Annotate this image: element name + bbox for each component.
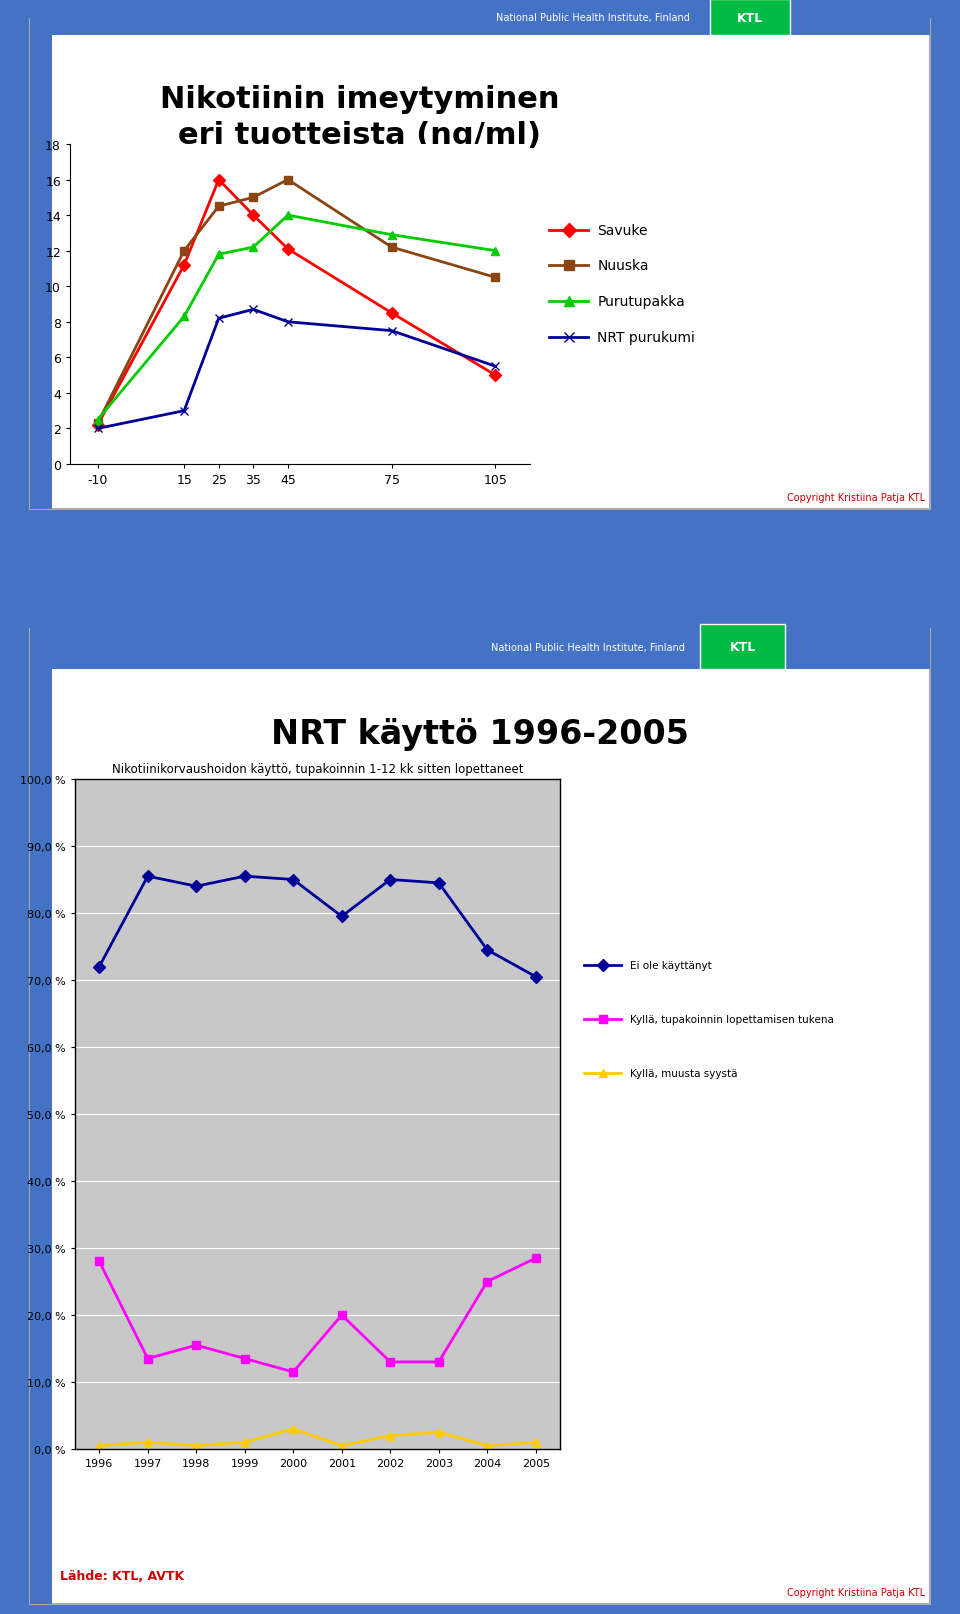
Kyllä, tupakoinnin lopettamisen tukena [239,1349,251,1369]
Text: Lähde: KTL, AVTK: Lähde: KTL, AVTK [60,1569,184,1582]
Bar [700,625,785,670]
NRT purukumi [248,300,259,320]
Text: National Public Health Institute, Finland: National Public Health Institute, Finlan… [492,642,685,652]
Nuuska [179,242,190,261]
Kyllä, muusta syystä [482,1436,493,1456]
Savuke [92,416,104,436]
NRT purukumi [92,420,104,439]
Kyllä, muusta syystä [142,1433,154,1453]
Purutupakka [248,239,259,258]
Line: Purutupakka: Purutupakka [93,211,499,424]
NRT purukumi [179,402,190,421]
Purutupakka [213,245,225,265]
Purutupakka [386,226,397,245]
Savuke [490,366,501,386]
Text: Ei ole käyttänyt: Ei ole käyttänyt [630,960,712,970]
Text: Savuke: Savuke [597,223,648,237]
Kyllä, muusta syystä [385,1427,396,1446]
Text: Copyright Kristiina Patja KTL: Copyright Kristiina Patja KTL [787,492,925,502]
Kyllä, tupakoinnin lopettamisen tukena [433,1353,444,1372]
Bar [30,625,930,670]
Text: National Public Health Institute, Finland: National Public Health Institute, Finlan… [496,13,690,23]
Line: Kyllä, muusta syystä: Kyllä, muusta syystä [95,1425,540,1449]
Text: Copyright Kristiina Patja KTL: Copyright Kristiina Patja KTL [787,1587,925,1596]
Kyllä, muusta syystä [336,1436,348,1456]
Bar [710,0,790,36]
Savuke [282,240,294,260]
Kyllä, tupakoinnin lopettamisen tukena [142,1349,154,1369]
Bar [30,36,52,510]
Kyllä, tupakoinnin lopettamisen tukena [336,1306,348,1325]
Line: Savuke: Savuke [93,176,499,429]
Savuke [213,171,225,190]
Kyllä, muusta syystä [239,1433,251,1453]
Purutupakka [179,308,190,328]
Ei ole käyttänyt [287,870,299,889]
Line: NRT purukumi: NRT purukumi [93,307,499,433]
Kyllä, muusta syystä [190,1436,202,1456]
Kyllä, tupakoinnin lopettamisen tukena [93,1252,105,1272]
Ei ole käyttänyt [530,967,541,986]
Savuke [386,303,397,323]
NRT purukumi [386,321,397,341]
Kyllä, tupakoinnin lopettamisen tukena [287,1362,299,1382]
Kyllä, tupakoinnin lopettamisen tukena [530,1249,541,1269]
Ei ole käyttänyt [239,867,251,886]
Text: Nikotiinin imeytyminen: Nikotiinin imeytyminen [160,86,560,115]
Nuuska [248,189,259,208]
Line: Ei ole käyttänyt: Ei ole käyttänyt [95,873,540,981]
Title: Nikotiinikorvaushoidon käyttö, tupakoinnin 1-12 kk sitten lopettaneet: Nikotiinikorvaushoidon käyttö, tupakoinn… [111,762,523,776]
Kyllä, muusta syystä [93,1436,105,1456]
Line: Kyllä, tupakoinnin lopettamisen tukena: Kyllä, tupakoinnin lopettamisen tukena [95,1254,540,1377]
Text: Kyllä, tupakoinnin lopettamisen tukena: Kyllä, tupakoinnin lopettamisen tukena [630,1014,834,1025]
Kyllä, tupakoinnin lopettamisen tukena [190,1336,202,1356]
Nuuska [213,197,225,216]
Purutupakka [92,410,104,429]
Savuke [248,207,259,226]
Ei ole käyttänyt [336,907,348,926]
Bar [30,0,930,36]
NRT purukumi [213,310,225,329]
NRT purukumi [282,313,294,332]
Purutupakka [282,207,294,226]
Text: Purutupakka: Purutupakka [597,295,684,308]
Text: Kyllä, muusta syystä: Kyllä, muusta syystä [630,1068,737,1078]
Text: NRT purukumi: NRT purukumi [597,331,695,344]
Nuuska [92,415,104,434]
Nuuska [282,171,294,190]
Ei ole käyttänyt [482,941,493,960]
Text: NRT käyttö 1996-2005: NRT käyttö 1996-2005 [271,718,689,751]
Text: eri tuotteista (ng/ml): eri tuotteista (ng/ml) [179,121,541,150]
Nuuska [490,268,501,287]
NRT purukumi [490,357,501,376]
Ei ole käyttänyt [433,873,444,893]
Bar [30,670,52,1604]
Line: Nuuska: Nuuska [93,176,499,428]
Kyllä, tupakoinnin lopettamisen tukena [482,1272,493,1291]
Kyllä, tupakoinnin lopettamisen tukena [385,1353,396,1372]
Savuke [179,257,190,276]
Text: KTL: KTL [737,11,763,24]
Ei ole käyttänyt [190,876,202,896]
Ei ole käyttänyt [142,867,154,886]
Kyllä, muusta syystä [530,1433,541,1453]
Ei ole käyttänyt [385,870,396,889]
Nuuska [386,239,397,258]
Ei ole käyttänyt [93,957,105,976]
Kyllä, muusta syystä [287,1419,299,1438]
Purutupakka [490,242,501,261]
Kyllä, muusta syystä [433,1422,444,1441]
Text: KTL: KTL [730,641,756,654]
Text: Nuuska: Nuuska [597,260,649,273]
